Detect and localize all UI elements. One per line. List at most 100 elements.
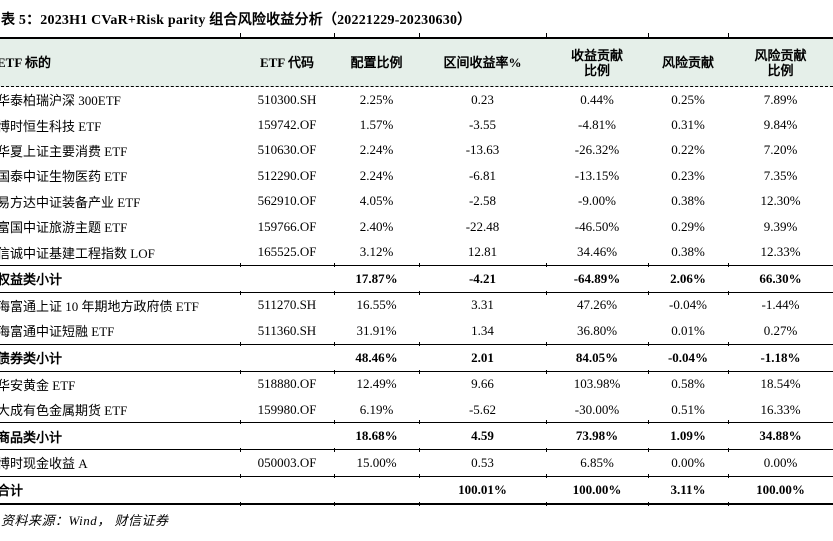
table-row: 权益类小计 17.87% -4.21 -64.89% 2.06% 66.30%	[0, 262, 833, 295]
table-row: 博时现金收益 A 050003.OF 15.00% 0.53 6.85% 0.00% 0.0…	[0, 450, 833, 476]
risk-contrib-cell: 0.58%	[671, 376, 705, 392]
return-contrib-cell: 34.46%	[576, 244, 618, 260]
table-title: 表 5：2023H1 CVaR+Risk parity 组合风险收益分析（202…	[1, 13, 472, 28]
etf-code-cell: 050003.OF	[257, 454, 317, 470]
table-row: 华夏上证主要消费 ETF 510630.OF 2.24% -13.63 -26.32% 0…	[0, 137, 833, 164]
return-cell: 4.59	[418, 420, 546, 453]
header-risk-contribution-ratio: 风险贡献 比例	[727, 33, 833, 86]
header-etf-name: ETF 标的	[0, 55, 52, 70]
weight-cell: 2.25%	[359, 91, 394, 107]
return-cell: 3.31	[471, 297, 494, 313]
etf-name-cell: 博时恒生科技 ETF	[0, 118, 102, 134]
weight-cell: 3.12%	[359, 244, 394, 260]
etf-name-cell: 国泰中证生物医药 ETF	[0, 169, 128, 185]
return-contrib-cell: 84.05%	[545, 341, 648, 374]
weight-cell: 31.91%	[356, 322, 397, 338]
weight-cell: 48.46%	[333, 341, 419, 374]
etf-name-cell: 权益类小计	[0, 272, 63, 288]
risk-contrib-cell: 0.31%	[671, 117, 705, 133]
table-row: 华泰柏瑞沪深 300ETF 510300.SH 2.25% 0.23 0.44% 0.25…	[0, 87, 833, 113]
etf-code-cell: 518880.OF	[257, 376, 317, 392]
etf-code-cell: 511360.SH	[257, 322, 317, 338]
header-interval-return: 区间收益率%	[418, 33, 546, 86]
table-row: 合计 100.01% 100.00% 3.11% 100.00%	[0, 473, 833, 506]
weight-cell: 15.00%	[356, 454, 397, 470]
return-cell: 9.66	[471, 376, 494, 392]
risk-contrib-cell: 0.25%	[671, 91, 705, 107]
risk-contrib-ratio-cell: 9.84%	[763, 117, 798, 133]
etf-code-cell: 159742.OF	[257, 117, 317, 133]
weight-cell: 2.24%	[359, 167, 394, 183]
weight-cell: 18.68%	[333, 420, 419, 453]
risk-contrib-cell: 2.06%	[647, 262, 728, 295]
return-cell: 100.01%	[418, 473, 546, 506]
table-row: 大成有色金属期货 ETF 159980.OF 6.19% -5.62 -30.00% 0.…	[0, 396, 833, 423]
etf-name-cell: 债券类小计	[0, 351, 63, 367]
table-row: 海富通上证 10 年期地方政府债 ETF 511270.SH 16.55% 3.31 4…	[0, 292, 833, 319]
return-cell: 2.01	[418, 341, 546, 374]
risk-contrib-cell: 0.38%	[671, 193, 705, 209]
etf-code-cell: 511270.SH	[257, 297, 317, 313]
etf-name-cell: 大成有色金属期货 ETF	[0, 403, 128, 419]
risk-contrib-ratio-cell: 7.35%	[763, 167, 798, 183]
header-etf-code: ETF 代码	[239, 33, 334, 86]
return-contrib-cell: -46.50%	[574, 218, 620, 234]
etf-name-cell: 华泰柏瑞沪深 300ETF	[0, 93, 121, 109]
risk-contrib-ratio-cell: 7.20%	[763, 142, 798, 158]
risk-contrib-ratio-cell: 66.30%	[727, 262, 833, 295]
source-note: 资料来源：Wind， 财信证券	[1, 512, 169, 528]
etf-name-cell: 商品类小计	[0, 429, 63, 445]
etf-code-cell: 159980.OF	[257, 401, 317, 417]
return-contrib-cell: -9.00%	[578, 193, 616, 209]
risk-contrib-ratio-cell: 9.39%	[763, 218, 798, 234]
risk-contrib-cell: 0.38%	[671, 244, 705, 260]
return-contrib-cell: 0.44%	[580, 91, 614, 107]
etf-code-cell: 510300.SH	[257, 91, 317, 107]
weight-cell: 1.57%	[359, 117, 394, 133]
risk-contrib-ratio-cell: 0.00%	[763, 454, 798, 470]
weight-cell: 12.49%	[356, 376, 397, 392]
table-row: 信诚中证基建工程指数 LOF 165525.OF 3.12% 12.81 34.46% 0…	[0, 239, 833, 265]
weight-cell: 17.87%	[333, 262, 419, 295]
risk-contrib-cell: 1.09%	[647, 420, 728, 453]
risk-contrib-cell: -0.04%	[647, 341, 728, 374]
etf-name-cell: 信诚中证基建工程指数 LOF	[0, 245, 155, 261]
risk-contrib-cell: -0.04%	[669, 297, 707, 313]
risk-contrib-ratio-cell: -1.44%	[761, 297, 800, 313]
risk-contrib-ratio-cell: 100.00%	[727, 473, 833, 506]
etf-code-cell: 562910.OF	[257, 193, 317, 209]
risk-contrib-cell: 3.11%	[647, 473, 728, 506]
return-contrib-cell: 100.00%	[545, 473, 648, 506]
risk-contrib-ratio-cell: 7.89%	[763, 91, 798, 107]
weight-cell: 2.40%	[359, 218, 394, 234]
etf-risk-return-table: ETF 标的 ETF 代码 配置比例 区间收益率% 收益贡献 比例 风险贡献 风险贡献 比例…	[0, 33, 833, 506]
return-contrib-cell: -64.89%	[545, 262, 648, 295]
etf-name-cell: 华安黄金 ETF	[0, 377, 76, 393]
return-cell: -13.63	[465, 142, 500, 158]
report-table-page: 表 5：2023H1 CVaR+Risk parity 组合风险收益分析（202…	[0, 11, 833, 529]
table-header-row: ETF 标的 ETF 代码 配置比例 区间收益率% 收益贡献 比例 风险贡献 风险贡献 比例	[0, 33, 833, 87]
etf-code-cell	[239, 473, 334, 506]
return-cell: -5.62	[468, 401, 497, 417]
return-cell: -6.81	[468, 167, 497, 183]
etf-name-cell: 富国中证旅游主题 ETF	[0, 220, 128, 236]
etf-name-cell: 易方达中证装备产业 ETF	[0, 194, 141, 210]
weight-cell: 6.19%	[359, 401, 394, 417]
etf-code-cell	[239, 341, 334, 374]
return-contrib-cell: 47.26%	[576, 297, 618, 313]
risk-contrib-cell: 0.01%	[671, 322, 705, 338]
header-risk-contribution: 风险贡献	[647, 33, 728, 86]
risk-contrib-cell: 0.29%	[671, 218, 705, 234]
return-contrib-cell: 103.98%	[573, 376, 621, 392]
weight-cell	[333, 473, 419, 506]
weight-cell: 2.24%	[359, 142, 394, 158]
etf-code-cell	[239, 262, 334, 295]
weight-cell: 16.55%	[356, 297, 397, 313]
etf-name-cell: 海富通上证 10 年期地方政府债 ETF	[0, 298, 199, 314]
table-row: 国泰中证生物医药 ETF 512290.OF 2.24% -6.81 -13.15% 0.…	[0, 163, 833, 189]
risk-contrib-cell: 0.51%	[671, 401, 705, 417]
table-row: 海富通中证短融 ETF 511360.SH 31.91% 1.34 36.80% 0.01…	[0, 318, 833, 344]
table-row: 债券类小计 48.46% 2.01 84.05% -0.04% -1.18%	[0, 341, 833, 374]
risk-contrib-cell: 0.23%	[671, 167, 705, 183]
risk-contrib-ratio-cell: 0.27%	[763, 322, 798, 338]
